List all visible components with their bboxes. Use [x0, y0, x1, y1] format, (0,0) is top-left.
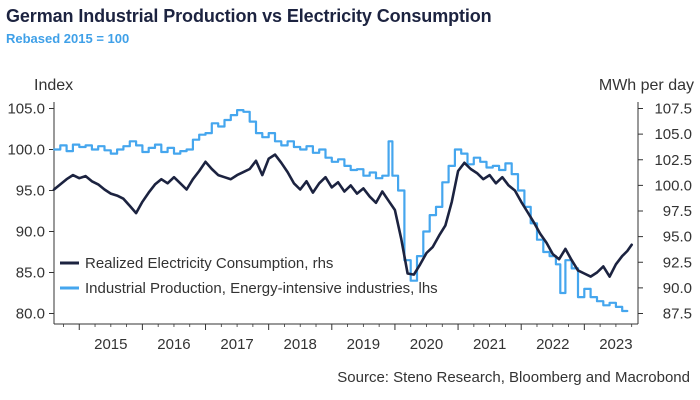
x-tick-label: 2020	[410, 336, 443, 353]
source-note: Source: Steno Research, Bloomberg and Ma…	[337, 369, 690, 386]
left-tick-label: 100.0	[7, 142, 45, 159]
right-tick-label: 95.0	[663, 229, 692, 246]
left-tick-label: 85.0	[16, 265, 45, 282]
legend-entry-industrial: Industrial Production, Energy-intensive …	[60, 280, 438, 297]
x-tick-label: 2018	[284, 336, 317, 353]
x-tick-label: 2023	[599, 336, 632, 353]
chart-subtitle: Rebased 2015 = 100	[6, 31, 130, 46]
x-tick-label: 2017	[220, 336, 253, 353]
right-tick-label: 105.0	[654, 126, 692, 143]
right-tick-label: 92.5	[663, 254, 692, 271]
left-tick-label: 105.0	[7, 101, 45, 118]
right-axis-title: MWh per day	[599, 77, 694, 94]
left-tick-label: 90.0	[16, 224, 45, 241]
right-tick-label: 107.5	[654, 101, 692, 118]
right-tick-label: 87.5	[663, 306, 692, 323]
x-tick-label: 2022	[536, 336, 569, 353]
x-tick-label: 2021	[473, 336, 506, 353]
left-tick-label: 95.0	[16, 183, 45, 200]
legend-entry-electricity: Realized Electricity Consumption, rhs	[60, 255, 333, 272]
x-tick-label: 2015	[94, 336, 127, 353]
series-line-electricity-consumption	[52, 153, 633, 278]
legend-label: Realized Electricity Consumption, rhs	[85, 255, 333, 272]
x-tick-label: 2019	[347, 336, 380, 353]
right-tick-label: 100.0	[654, 177, 692, 194]
right-tick-label: 90.0	[663, 280, 692, 297]
legend-label: Industrial Production, Energy-intensive …	[85, 280, 438, 297]
left-tick-label: 80.0	[16, 306, 45, 323]
chart-title: German Industrial Production vs Electric…	[6, 6, 492, 26]
left-axis-title: Index	[34, 77, 73, 94]
right-tick-label: 97.5	[663, 203, 692, 220]
x-tick-label: 2016	[157, 336, 190, 353]
right-tick-label: 102.5	[654, 152, 692, 169]
